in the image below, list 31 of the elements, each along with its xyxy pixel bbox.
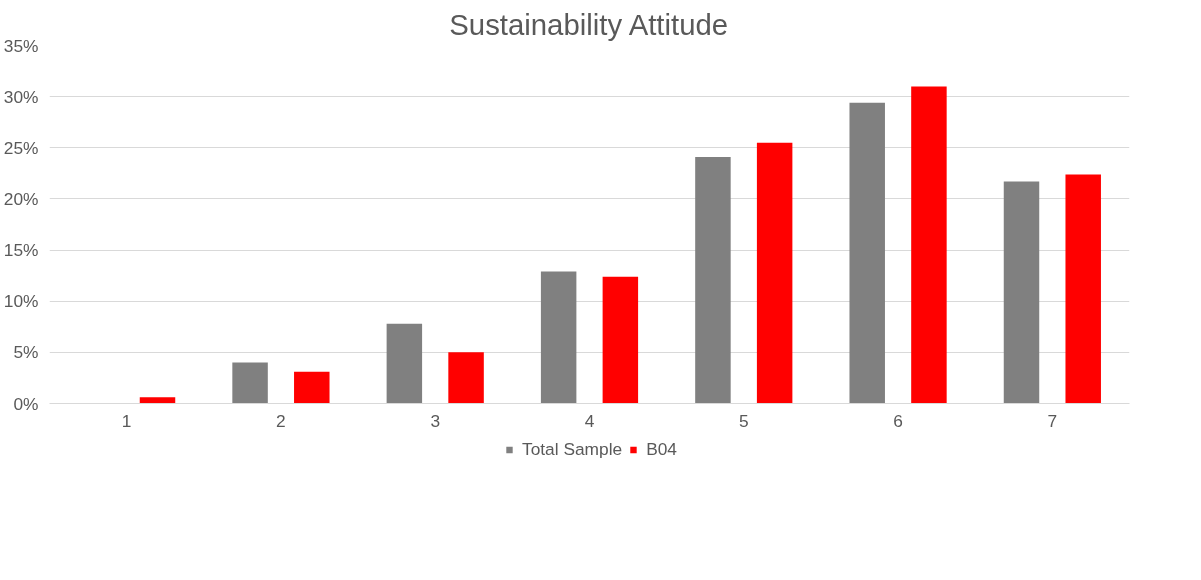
y-tick-label: 0% [13,393,39,414]
bar [540,271,577,404]
x-tick-label: 7 [1047,410,1058,431]
x-tick-label: 1 [121,410,132,431]
bar [1003,181,1040,404]
chart-title: Sustainability Attitude [449,7,729,41]
x-tick-label: 3 [430,410,441,431]
bar [139,397,176,404]
y-tick-label: 15% [3,240,39,261]
bar [849,102,885,404]
x-tick-label: 6 [893,410,903,431]
bar [448,352,484,404]
x-tick-label: 2 [276,410,286,431]
legend-label: Total Sample [521,438,623,460]
y-tick-label: 35% [3,35,39,56]
x-tick-label: 5 [738,410,749,431]
bar [1065,174,1101,404]
y-tick-label: 20% [3,188,39,209]
y-tick-label: 25% [3,137,39,158]
bar [911,86,947,404]
bar [232,362,268,404]
y-tick-label: 10% [3,291,39,312]
y-tick-label: 30% [3,86,39,107]
y-tick-label: 5% [13,342,39,363]
bar [695,156,731,404]
bar [294,371,330,404]
x-tick-label: 4 [584,410,595,431]
legend-label: B04 [646,438,678,460]
bar [386,323,423,404]
bar [602,276,639,404]
bar [756,142,793,404]
